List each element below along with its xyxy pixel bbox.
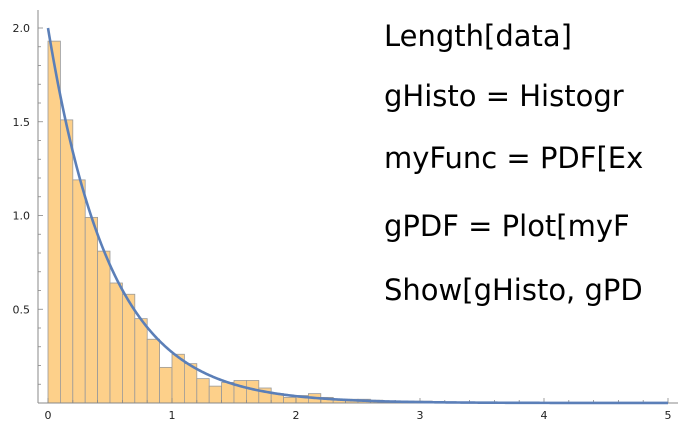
code-line-histogram: gHisto = Histogr: [384, 79, 624, 113]
histogram-bar: [245, 380, 260, 404]
histogram-bar: [72, 179, 86, 404]
pdf-curve-layer: [46, 27, 669, 405]
histogram-bar: [122, 293, 136, 404]
x-tick-label: 5: [665, 409, 672, 422]
histogram-bar: [159, 366, 173, 404]
y-tick-label: 0.5: [13, 303, 31, 316]
code-line-length: Length[data]: [384, 19, 572, 53]
histogram-bar: [221, 381, 235, 404]
histogram-bar: [283, 396, 297, 404]
code-line-plot: gPDF = Plot[myF: [384, 209, 630, 243]
code-line-show: Show[gHisto, gPD: [384, 273, 643, 307]
histogram-bar: [196, 378, 210, 404]
x-tick-label: 3: [417, 409, 424, 422]
histogram-bar: [109, 282, 123, 404]
histogram-bar: [47, 40, 61, 404]
x-tick-label: 2: [293, 409, 300, 422]
histogram-bar: [146, 338, 160, 404]
histogram-bar: [208, 385, 222, 404]
x-tick-label: 4: [541, 409, 548, 422]
histogram-bar: [84, 216, 98, 404]
y-tick-label: 1.5: [13, 116, 31, 129]
histogram-bars: [47, 40, 433, 404]
y-tick-label: 2.0: [13, 22, 31, 35]
code-line-pdf: myFunc = PDF[Ex: [384, 141, 644, 175]
x-tick-label: 1: [169, 409, 176, 422]
pdf-curve: [46, 27, 669, 405]
histogram-bar: [183, 363, 198, 404]
histogram-bar: [134, 318, 148, 404]
y-tick-label: 1.0: [13, 210, 31, 223]
x-tick-label: 0: [45, 409, 52, 422]
tick-labels: 0 1 2 3 4 5 0.5 1.0 1.5 2.0: [13, 22, 672, 422]
histogram-bar: [97, 250, 111, 404]
histogram-bar: [60, 119, 74, 404]
